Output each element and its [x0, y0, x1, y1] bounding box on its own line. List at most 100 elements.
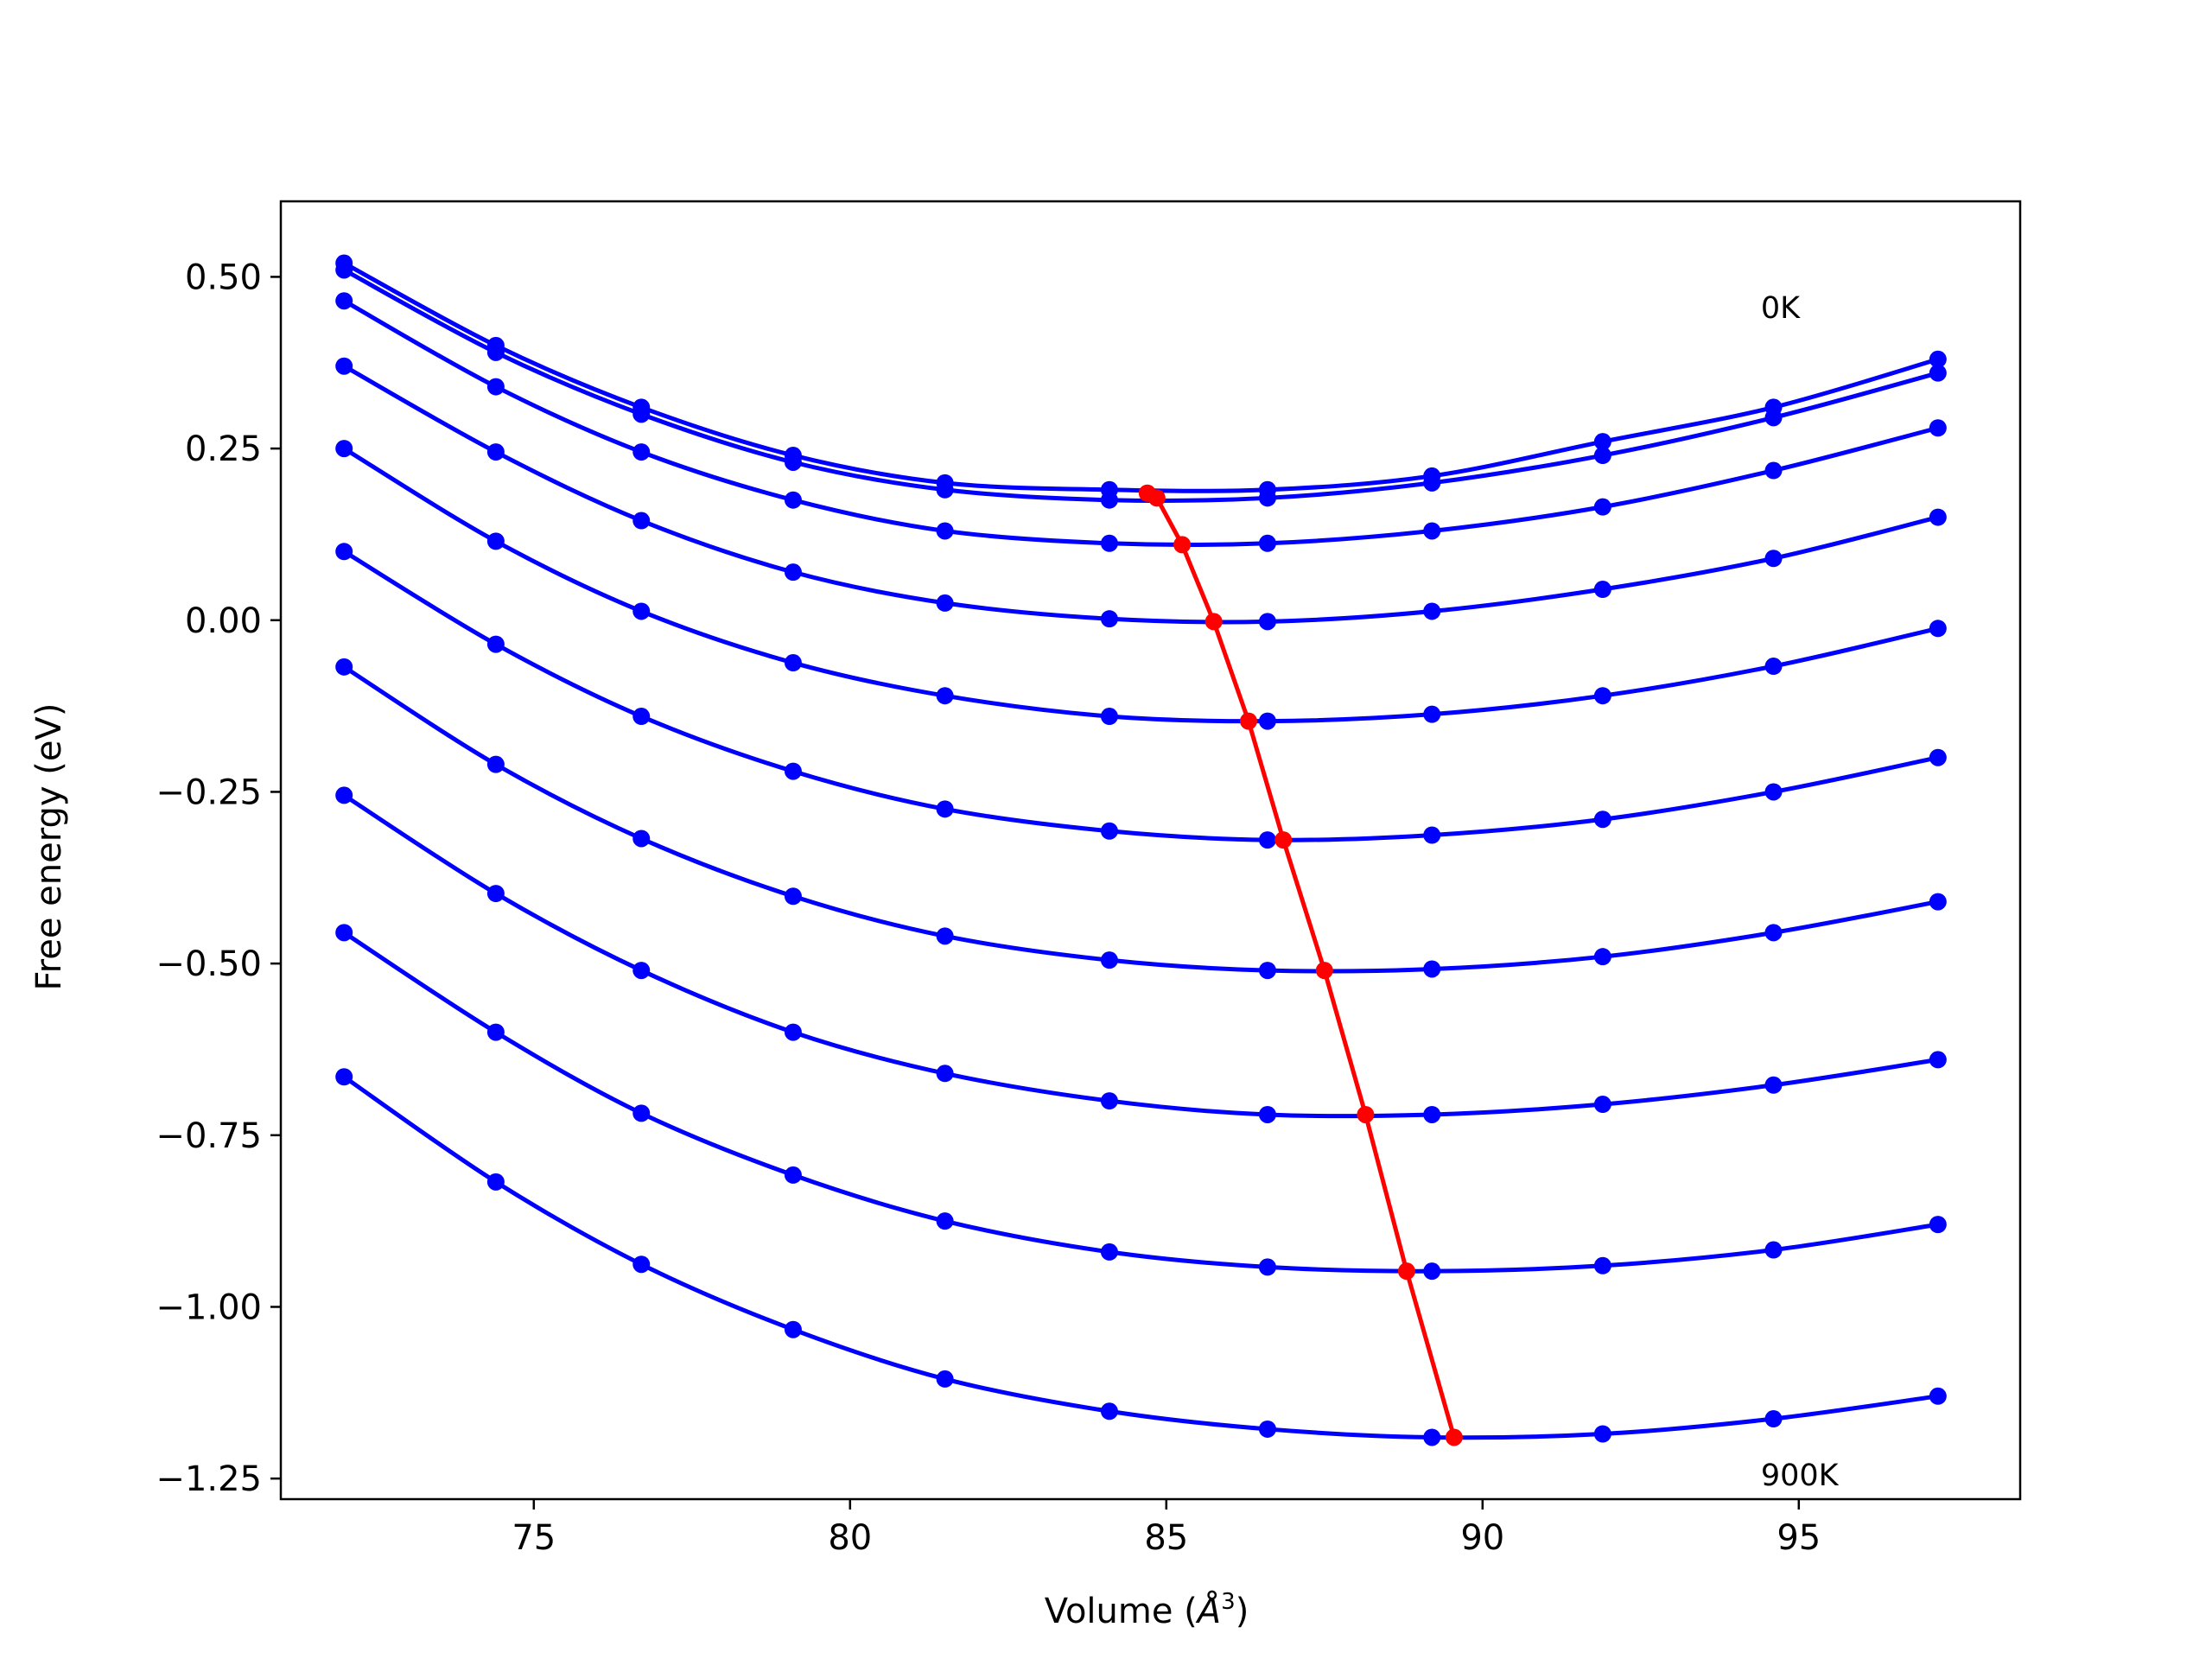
- data-point: [784, 1166, 802, 1184]
- data-point: [632, 1255, 651, 1274]
- data-point: [632, 1104, 651, 1122]
- minimum-path-point: [1397, 1262, 1415, 1281]
- data-point: [1100, 708, 1118, 726]
- data-point: [632, 602, 651, 620]
- data-point: [1764, 409, 1783, 427]
- data-point: [936, 800, 954, 818]
- data-point: [1100, 1092, 1118, 1110]
- data-point: [1764, 1410, 1783, 1428]
- data-point: [1929, 419, 1947, 437]
- data-point: [1423, 826, 1441, 844]
- data-point: [1593, 1096, 1611, 1114]
- data-point: [1929, 350, 1947, 368]
- tick-layer: 75 80 85 90 95 −1.25 −1.00 −0.75 −0.50 −0.25 0.00 0…: [156, 257, 1821, 1558]
- data-point: [1258, 712, 1276, 730]
- data-point: [335, 292, 353, 310]
- data-point: [632, 962, 651, 980]
- data-point: [1258, 1420, 1276, 1438]
- data-point: [1764, 1076, 1783, 1094]
- y-axis-label: Free energy (eV): [29, 703, 69, 991]
- data-point: [1764, 1241, 1783, 1259]
- data-point: [1593, 1425, 1611, 1443]
- series-5: [335, 543, 1947, 849]
- data-point: [1593, 948, 1611, 966]
- data-point: [1258, 1258, 1276, 1276]
- data-point: [1929, 1387, 1947, 1405]
- data-point: [486, 1023, 505, 1041]
- data-point: [632, 708, 651, 726]
- data-point: [486, 532, 505, 550]
- data-point: [1258, 831, 1276, 849]
- data-point: [784, 491, 802, 509]
- data-point: [486, 1173, 505, 1191]
- data-point: [1764, 924, 1783, 942]
- data-point: [1423, 1105, 1441, 1123]
- data-point: [335, 357, 353, 375]
- data-point: [335, 261, 353, 279]
- data-point: [1593, 498, 1611, 516]
- data-point: [1929, 508, 1947, 526]
- series-7: [335, 786, 1947, 1123]
- data-point: [486, 885, 505, 903]
- x-tick-label: 90: [1460, 1518, 1504, 1558]
- data-point: [335, 440, 353, 458]
- y-tick-label: −0.75: [156, 1116, 262, 1156]
- y-tick-label: −0.50: [156, 944, 262, 984]
- y-tick-label: 0.00: [185, 601, 262, 641]
- data-point: [1593, 433, 1611, 451]
- data-point: [1593, 581, 1611, 599]
- data-point: [784, 1023, 802, 1041]
- minimum-path-point: [1239, 712, 1257, 730]
- data-point: [1929, 620, 1947, 638]
- data-point: [1100, 534, 1118, 552]
- data-point: [1100, 1402, 1118, 1421]
- data-point: [335, 924, 353, 942]
- data-point: [1100, 951, 1118, 969]
- x-axis-label: Volume (Å3): [1045, 1589, 1249, 1631]
- data-point: [1423, 602, 1441, 620]
- data-point: [1100, 1243, 1118, 1261]
- minimum-path-point: [1315, 962, 1333, 980]
- x-tick-label: 95: [1777, 1518, 1821, 1558]
- y-tick-label: −0.25: [156, 772, 262, 812]
- data-point: [1593, 447, 1611, 465]
- series-1: [335, 261, 1947, 509]
- minimum-path-point: [1274, 831, 1293, 849]
- data-point: [486, 343, 505, 361]
- data-point: [1764, 550, 1783, 568]
- data-point: [1423, 1428, 1441, 1446]
- data-point: [1423, 705, 1441, 723]
- data-point: [1258, 962, 1276, 980]
- series-8: [335, 924, 1947, 1281]
- data-point: [1929, 748, 1947, 766]
- data-point: [1423, 474, 1441, 492]
- data-point: [784, 762, 802, 780]
- minimum-path-layer: [1138, 484, 1463, 1446]
- data-point: [486, 635, 505, 653]
- data-point: [1593, 687, 1611, 705]
- y-tick-label: 0.50: [185, 257, 262, 297]
- data-point: [784, 887, 802, 906]
- data-point: [1100, 822, 1118, 840]
- minimum-path-point: [1147, 489, 1166, 507]
- data-point: [632, 443, 651, 461]
- data-point: [1423, 1262, 1441, 1281]
- data-point: [936, 687, 954, 705]
- data-point: [1100, 610, 1118, 628]
- series-6: [335, 658, 1947, 980]
- minimum-path-line: [1146, 491, 1457, 1439]
- data-point: [335, 1068, 353, 1086]
- data-point: [632, 830, 651, 848]
- y-tick-label: −1.00: [156, 1287, 262, 1327]
- annotation-label: 0K: [1761, 291, 1801, 326]
- data-point: [784, 453, 802, 471]
- data-point: [936, 1065, 954, 1083]
- data-point: [784, 563, 802, 582]
- data-point: [335, 658, 353, 676]
- series-3: [335, 357, 1947, 631]
- data-point: [1100, 491, 1118, 509]
- data-point: [335, 543, 353, 561]
- minimum-path-point: [1357, 1105, 1375, 1123]
